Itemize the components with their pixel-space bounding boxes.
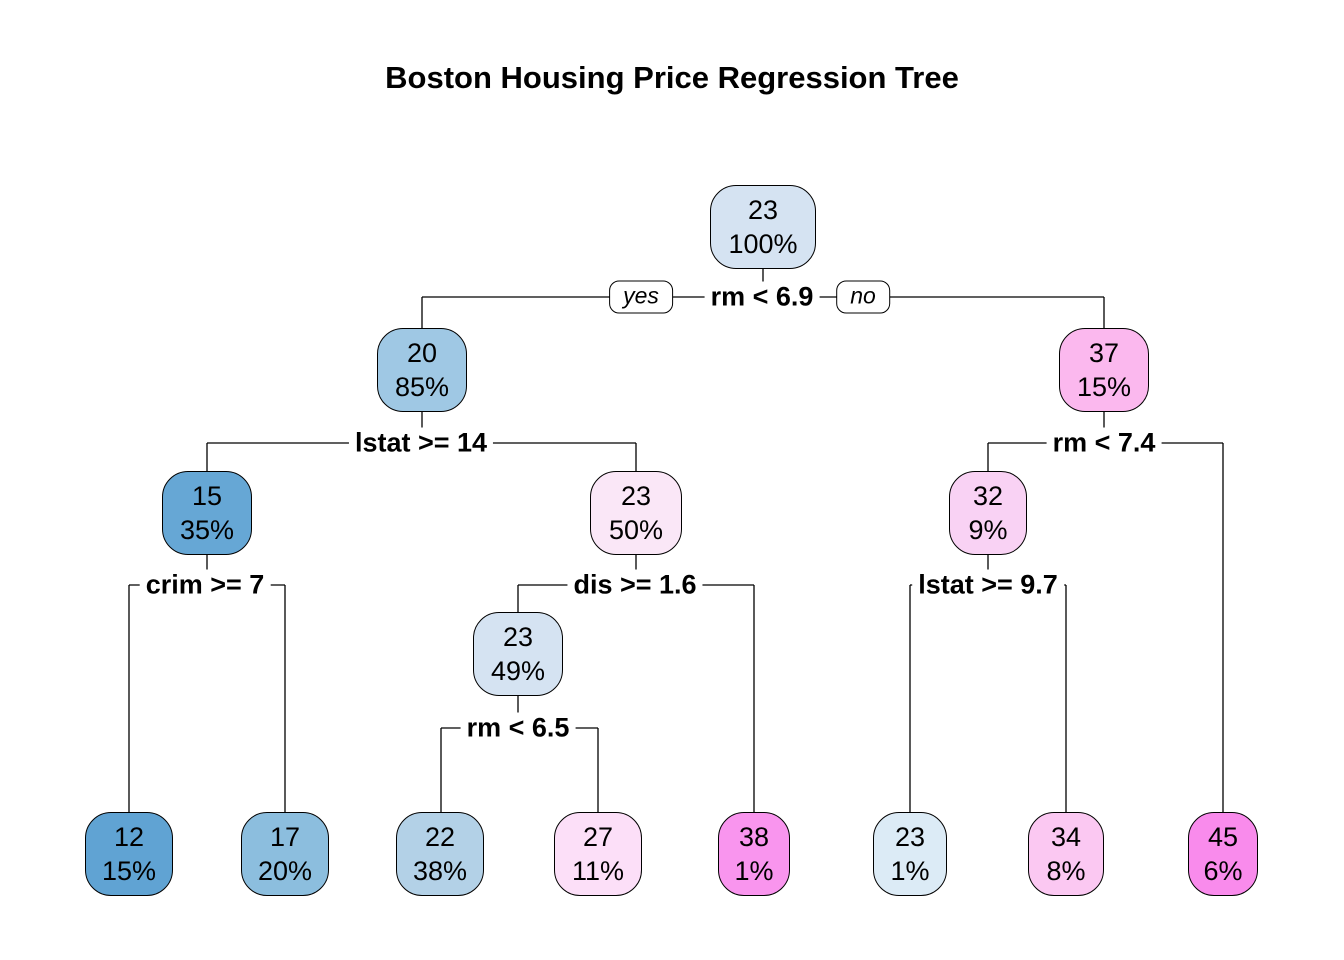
node-percent: 38% (412, 856, 468, 886)
tree-node-left-left: 15 35% (162, 471, 252, 555)
node-percent: 50% (608, 515, 664, 545)
node-percent: 8% (1046, 856, 1086, 886)
no-branch-badge: no (836, 280, 890, 314)
node-value: 15 (191, 481, 223, 511)
tree-node-leaf-3: 22 38% (396, 812, 484, 896)
node-value: 23 (894, 822, 926, 852)
node-percent: 1% (890, 856, 930, 886)
node-value: 45 (1207, 822, 1239, 852)
tree-node-leaf-2: 17 20% (241, 812, 329, 896)
node-value: 32 (972, 481, 1004, 511)
node-value: 23 (502, 622, 534, 652)
split-condition-label: rm < 7.4 (1046, 427, 1162, 459)
tree-node-right-left: 32 9% (949, 471, 1027, 555)
node-value: 12 (113, 822, 145, 852)
node-percent: 100% (728, 229, 798, 259)
split-condition-label: lstat >= 9.7 (912, 569, 1064, 601)
node-value: 23 (747, 195, 779, 225)
tree-node-leaf-4: 27 11% (554, 812, 642, 896)
split-condition-label: rm < 6.9 (704, 281, 820, 313)
tree-node-left-right: 23 50% (590, 471, 682, 555)
node-value: 27 (582, 822, 614, 852)
tree-node-leaf-1: 12 15% (85, 812, 173, 896)
node-percent: 35% (179, 515, 235, 545)
node-percent: 1% (734, 856, 774, 886)
tree-node-leaf-8: 45 6% (1188, 812, 1258, 896)
tree-node-leaf-7: 34 8% (1028, 812, 1104, 896)
node-percent: 20% (257, 856, 313, 886)
node-percent: 6% (1203, 856, 1243, 886)
node-percent: 9% (968, 515, 1008, 545)
tree-node-left: 20 85% (377, 328, 467, 412)
tree-node-right: 37 15% (1059, 328, 1149, 412)
node-value: 37 (1088, 338, 1120, 368)
plot-title: Boston Housing Price Regression Tree (385, 60, 959, 95)
node-value: 34 (1050, 822, 1082, 852)
split-condition-label: crim >= 7 (139, 569, 271, 601)
node-value: 17 (269, 822, 301, 852)
split-condition-label: rm < 6.5 (460, 712, 576, 744)
node-value: 22 (424, 822, 456, 852)
node-value: 38 (738, 822, 770, 852)
node-percent: 15% (101, 856, 157, 886)
tree-node-leaf-5: 38 1% (718, 812, 790, 896)
node-percent: 11% (571, 856, 625, 886)
node-percent: 49% (490, 656, 546, 686)
node-value: 23 (620, 481, 652, 511)
split-condition-label: lstat >= 14 (348, 427, 494, 459)
tree-node-leaf-6: 23 1% (873, 812, 947, 896)
node-percent: 85% (394, 372, 450, 402)
node-value: 20 (406, 338, 438, 368)
tree-node-mid: 23 49% (473, 612, 563, 696)
split-condition-label: dis >= 1.6 (567, 569, 703, 601)
tree-node-root: 23 100% (710, 185, 816, 269)
node-percent: 15% (1076, 372, 1132, 402)
yes-branch-badge: yes (609, 280, 673, 314)
